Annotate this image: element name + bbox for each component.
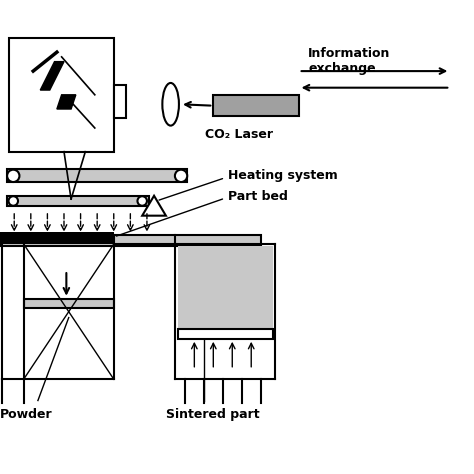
Text: Sintered part: Sintered part: [166, 408, 260, 420]
Text: Heating system: Heating system: [228, 169, 337, 182]
Bar: [178, 329, 273, 339]
Text: Powder: Powder: [0, 408, 53, 420]
Text: Information
exchange: Information exchange: [308, 47, 391, 75]
Bar: [9, 38, 114, 152]
Circle shape: [175, 170, 187, 182]
Bar: [178, 246, 273, 332]
Ellipse shape: [162, 83, 179, 126]
Bar: [0, 235, 261, 246]
Bar: [0, 232, 114, 244]
Text: Part bed: Part bed: [228, 190, 287, 203]
Circle shape: [9, 196, 18, 206]
Text: CO₂ Laser: CO₂ Laser: [205, 128, 273, 141]
Bar: [7, 196, 149, 206]
Circle shape: [7, 170, 19, 182]
Polygon shape: [57, 95, 76, 109]
Bar: [7, 169, 187, 182]
Bar: [114, 85, 126, 118]
Polygon shape: [142, 196, 166, 216]
Bar: [213, 95, 299, 116]
Polygon shape: [40, 62, 64, 90]
Circle shape: [137, 196, 147, 206]
Bar: [24, 299, 114, 308]
